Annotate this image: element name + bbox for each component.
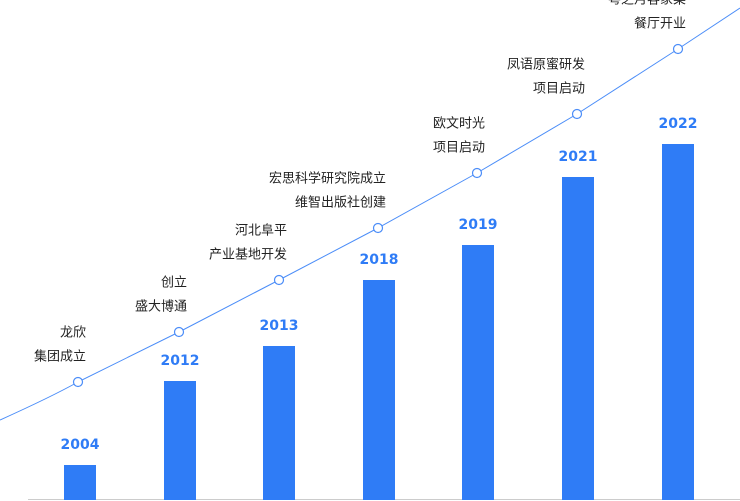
milestone-dot xyxy=(571,108,583,120)
year-label: 2004 xyxy=(61,437,100,453)
year-label: 2012 xyxy=(161,353,200,369)
milestone-dot xyxy=(72,376,84,388)
milestone-text: 河北阜平 xyxy=(235,223,287,239)
milestone-text: 粤之月客家菜 xyxy=(608,0,686,8)
milestone-dot xyxy=(471,167,483,179)
milestone-text: 项目启动 xyxy=(533,82,585,97)
year-label: 2018 xyxy=(360,252,399,268)
milestone-text: 维智出版社创建 xyxy=(295,195,386,211)
bar xyxy=(363,280,395,500)
milestone-dot xyxy=(173,326,185,338)
bar xyxy=(64,465,96,500)
milestone-text: 项目启动 xyxy=(433,141,485,156)
year-label: 2019 xyxy=(459,217,498,233)
milestone-text: 宏思科学研究院成立 xyxy=(269,171,386,187)
bar xyxy=(662,144,694,500)
milestone-dot xyxy=(372,222,384,234)
milestone-text: 餐厅开业 xyxy=(634,16,686,32)
bar xyxy=(263,346,295,500)
milestone-dot xyxy=(672,43,684,55)
milestone-text: 盛大博通 xyxy=(135,300,187,315)
year-label: 2021 xyxy=(559,149,598,165)
timeline xyxy=(0,7,740,421)
year-label: 2013 xyxy=(260,318,299,334)
bar xyxy=(462,245,494,500)
bar xyxy=(562,177,594,500)
milestone-text: 产业基地开发 xyxy=(209,247,287,263)
milestone-text: 凤语原蜜研发 xyxy=(507,57,585,73)
milestone-dot xyxy=(273,274,285,286)
bar xyxy=(164,381,196,500)
milestone-text: 欧文时光 xyxy=(433,117,485,132)
milestone-text: 创立 xyxy=(161,276,187,291)
year-label: 2022 xyxy=(659,116,698,132)
milestone-text: 集团成立 xyxy=(34,349,86,365)
milestone-text: 龙欣 xyxy=(60,326,86,341)
